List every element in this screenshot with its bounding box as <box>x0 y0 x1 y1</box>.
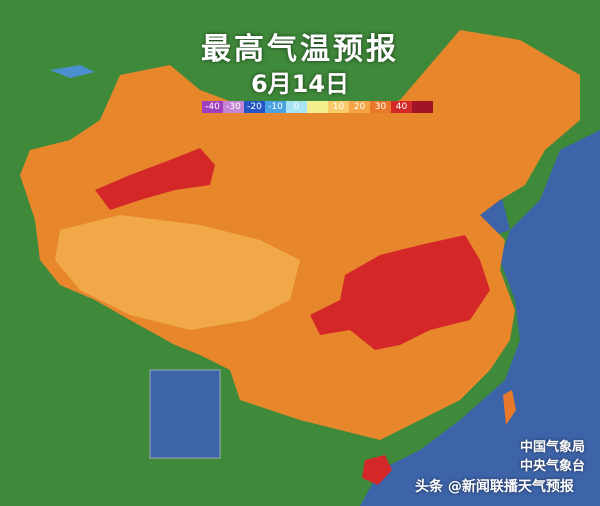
china-temperature-area <box>20 30 580 440</box>
credit-nmc: 中央气象台 <box>520 459 586 474</box>
hainan-island <box>362 455 392 485</box>
legend-swatch: 40 <box>391 101 412 113</box>
plateau-warm-area <box>55 215 300 330</box>
lake <box>50 65 95 78</box>
forecast-date: 6月14日 <box>250 70 350 98</box>
legend-swatch <box>307 101 328 113</box>
south-china-sea-inset <box>149 369 221 459</box>
legend-swatch <box>412 101 433 113</box>
legend-swatch: 30 <box>370 101 391 113</box>
taiwan-island <box>503 390 516 425</box>
legend-swatch: 10 <box>328 101 349 113</box>
temperature-legend: -40 -30 -20 -10 0 10 20 30 40 <box>202 101 433 113</box>
legend-swatch: -10 <box>265 101 286 113</box>
credit-cma: 中国气象局 <box>520 440 586 455</box>
legend-swatch: -20 <box>244 101 265 113</box>
legend-swatch: 0 <box>286 101 307 113</box>
legend-swatch: -30 <box>223 101 244 113</box>
hot-spot-xinjiang <box>95 148 215 210</box>
watermark: 头条 @新闻联播天气预报 <box>415 479 574 495</box>
legend-swatch: -40 <box>202 101 223 113</box>
map-title: 最高气温预报 <box>201 32 399 67</box>
legend-swatch: 20 <box>349 101 370 113</box>
hot-spot-central <box>310 235 490 350</box>
